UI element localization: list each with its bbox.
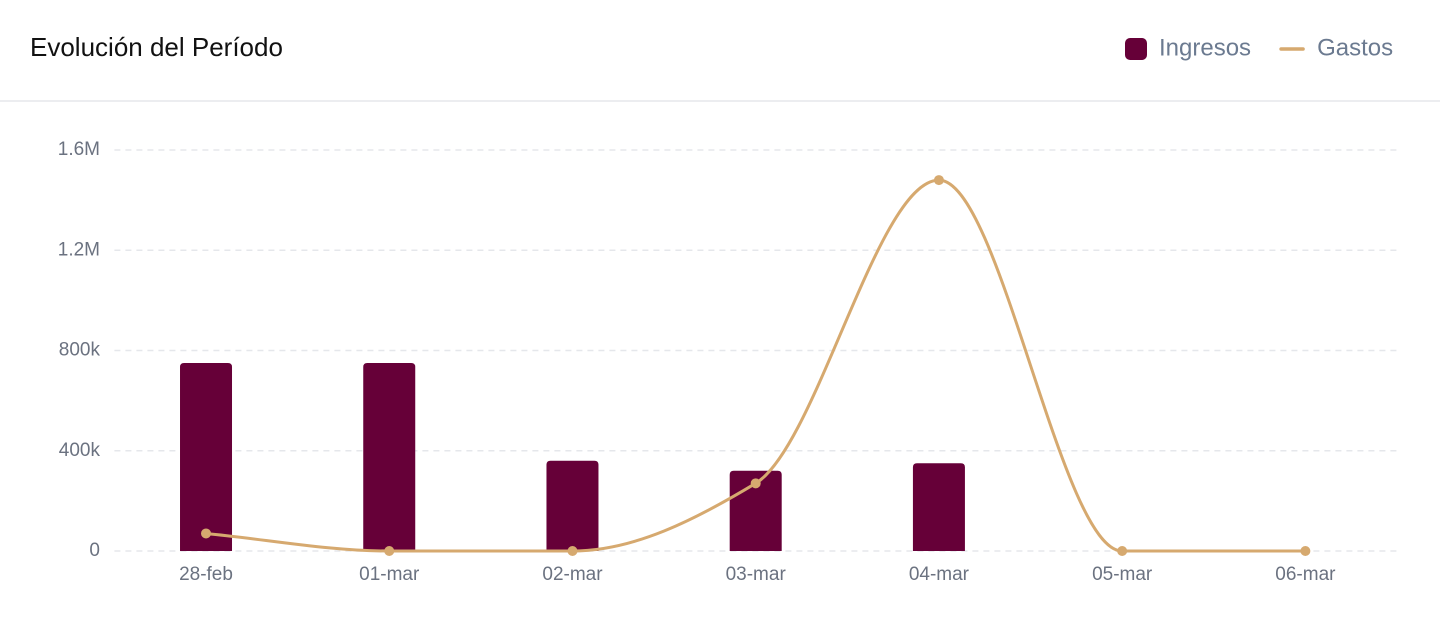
x-tick-label: 01-mar (359, 564, 420, 585)
point (933, 175, 944, 186)
bar (546, 460, 599, 551)
x-tick-label: 06-mar (1275, 564, 1336, 585)
x-tick-label: 05-mar (1092, 564, 1153, 585)
bar (180, 363, 233, 551)
point (1117, 546, 1128, 556)
point (1300, 546, 1311, 556)
legend-swatch (1125, 38, 1147, 60)
point (750, 478, 761, 489)
y-tick-label: 0 (89, 540, 100, 561)
chart-title: Evolución del Período (30, 32, 283, 62)
x-tick-label: 28-feb (179, 564, 233, 585)
y-tick-label: 800k (59, 340, 101, 361)
bar (363, 363, 416, 551)
point (567, 546, 578, 556)
line (205, 178, 1306, 553)
x-tick-label: 03-mar (726, 564, 787, 585)
point (201, 528, 212, 539)
legend-label: Gastos (1317, 34, 1393, 61)
legend-label: Ingresos (1159, 34, 1251, 61)
y-tick-label: 1.2M (58, 239, 100, 260)
x-tick-label: 04-mar (909, 564, 970, 585)
y-tick-label: 400k (59, 440, 101, 461)
bar (912, 463, 965, 551)
x-tick-label: 02-mar (542, 564, 603, 585)
y-tick-label: 1.6M (58, 139, 100, 160)
point (384, 546, 395, 556)
